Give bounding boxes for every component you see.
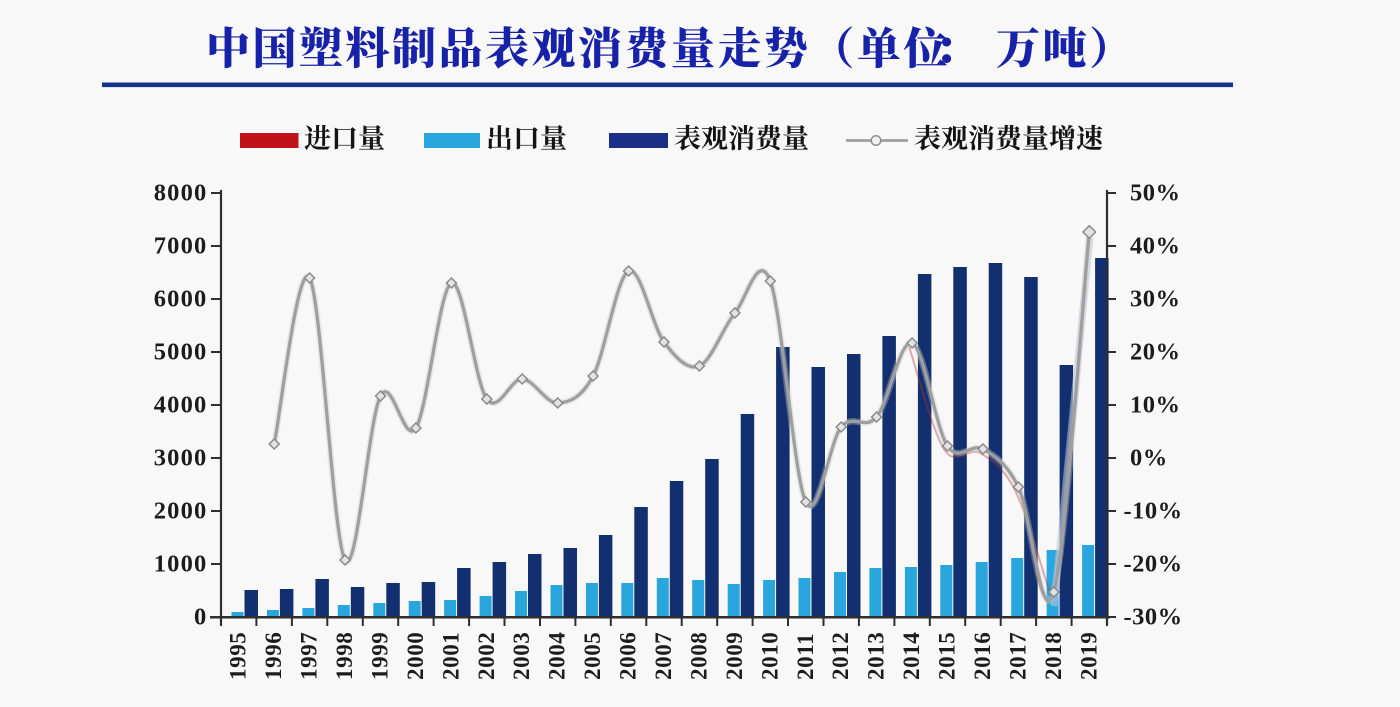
svg-text:-30%: -30% — [1124, 604, 1183, 631]
svg-text:30%: 30% — [1130, 286, 1181, 313]
svg-text:6000: 6000 — [154, 286, 208, 313]
svg-text:1995: 1995 — [226, 632, 251, 680]
svg-text:2014: 2014 — [899, 632, 924, 680]
svg-text:0%: 0% — [1130, 445, 1168, 472]
svg-text:2012: 2012 — [828, 632, 853, 680]
svg-text:1996: 1996 — [261, 632, 286, 680]
svg-text:40%: 40% — [1130, 233, 1181, 260]
svg-text:2005: 2005 — [580, 632, 605, 680]
svg-text:2001: 2001 — [438, 632, 463, 680]
svg-text:5000: 5000 — [154, 339, 208, 366]
svg-text:1999: 1999 — [368, 632, 393, 680]
svg-text:4000: 4000 — [154, 392, 208, 419]
svg-text:2002: 2002 — [474, 632, 499, 680]
svg-text:2018: 2018 — [1041, 632, 1066, 680]
svg-text:2004: 2004 — [545, 632, 570, 680]
svg-text:2007: 2007 — [651, 632, 676, 680]
svg-text:1998: 1998 — [332, 632, 357, 680]
svg-text:1997: 1997 — [297, 632, 322, 680]
svg-text:-20%: -20% — [1124, 551, 1183, 578]
svg-text:-10%: -10% — [1124, 498, 1183, 525]
svg-text:2017: 2017 — [1005, 632, 1030, 680]
svg-text:2003: 2003 — [509, 632, 534, 680]
svg-text:2019: 2019 — [1076, 632, 1101, 680]
svg-text:2016: 2016 — [970, 632, 995, 680]
svg-text:2015: 2015 — [935, 632, 960, 680]
svg-text:10%: 10% — [1130, 392, 1181, 419]
svg-text:2013: 2013 — [864, 632, 889, 680]
svg-text:8000: 8000 — [154, 180, 208, 207]
svg-text:2011: 2011 — [793, 633, 818, 680]
svg-text:20%: 20% — [1130, 339, 1181, 366]
svg-text:2000: 2000 — [154, 498, 208, 525]
svg-text:1000: 1000 — [154, 551, 208, 578]
svg-text:7000: 7000 — [154, 233, 208, 260]
svg-text:2006: 2006 — [616, 632, 641, 680]
svg-text:2000: 2000 — [403, 632, 428, 680]
svg-text:2009: 2009 — [722, 632, 747, 680]
svg-text:2008: 2008 — [686, 632, 711, 680]
svg-text:2010: 2010 — [757, 632, 782, 680]
svg-text:3000: 3000 — [154, 445, 208, 472]
svg-text:50%: 50% — [1130, 180, 1181, 207]
svg-text:0: 0 — [194, 604, 207, 631]
